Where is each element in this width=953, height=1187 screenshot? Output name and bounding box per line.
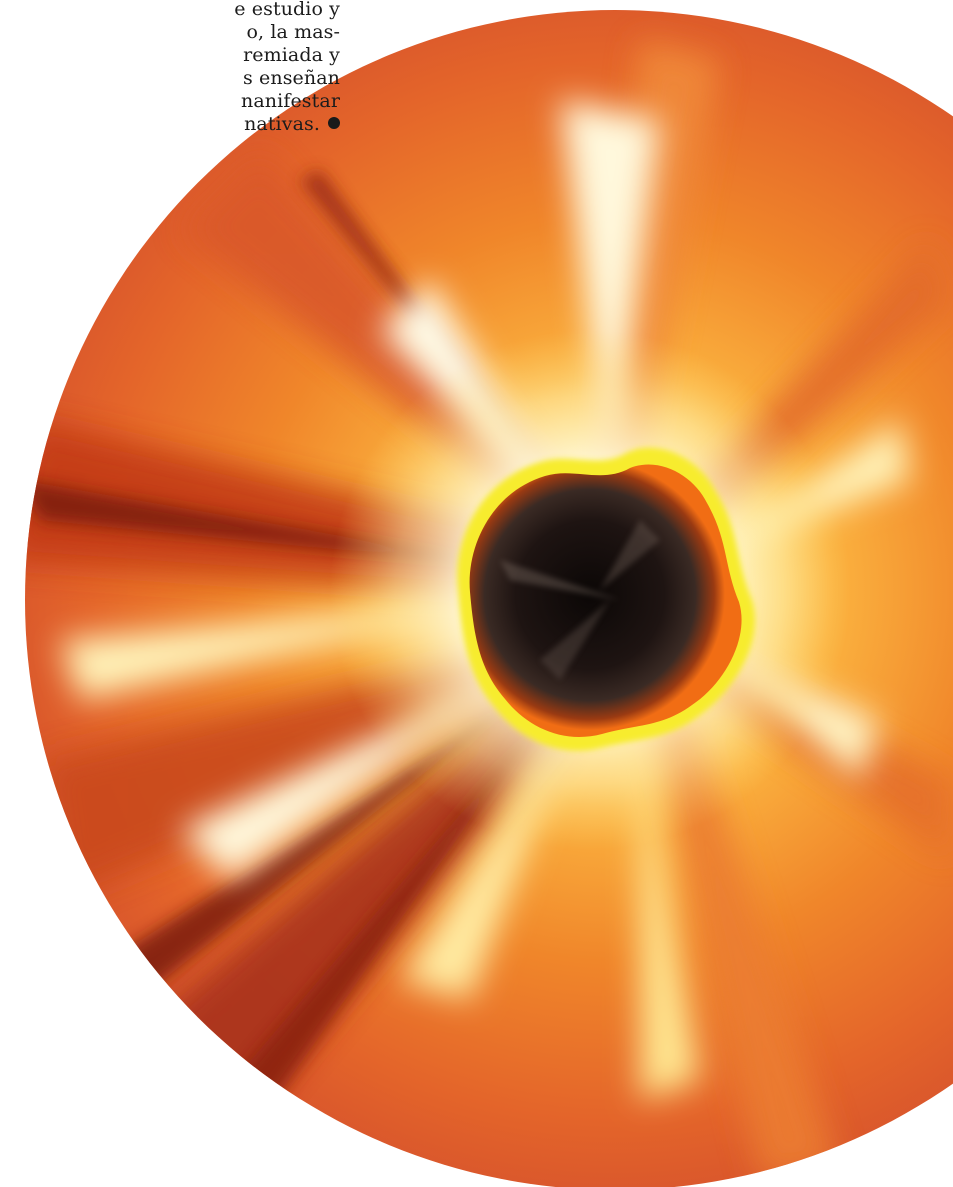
text-line-5: nanifestar	[241, 90, 340, 112]
text-line-6-text: nativas.	[244, 113, 320, 135]
text-line-4: s enseñan	[243, 67, 340, 89]
text-line-2: o, la mas-	[246, 21, 340, 43]
text-line-1: e estudio y	[234, 0, 340, 20]
text-line-6: nativas.	[244, 113, 340, 135]
text-line-3: remiada y	[243, 44, 340, 66]
end-of-article-bullet-icon	[328, 117, 340, 129]
